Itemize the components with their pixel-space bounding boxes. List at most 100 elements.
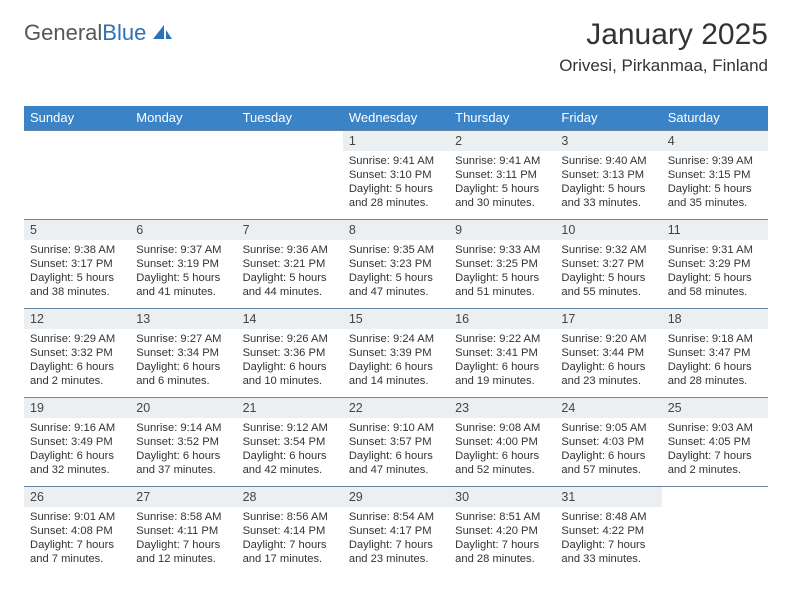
logo-sail-icon bbox=[153, 24, 173, 40]
calendar-day-cell bbox=[662, 487, 768, 575]
calendar-day-cell: 24Sunrise: 9:05 AMSunset: 4:03 PMDayligh… bbox=[555, 398, 661, 486]
day-d2: and 33 minutes. bbox=[561, 196, 655, 210]
calendar-day-cell: 2Sunrise: 9:41 AMSunset: 3:11 PMDaylight… bbox=[449, 131, 555, 219]
day-d2: and 47 minutes. bbox=[349, 463, 443, 477]
day-details: Sunrise: 9:26 AMSunset: 3:36 PMDaylight:… bbox=[237, 329, 343, 392]
calendar-day-cell: 19Sunrise: 9:16 AMSunset: 3:49 PMDayligh… bbox=[24, 398, 130, 486]
day-ss: Sunset: 4:00 PM bbox=[455, 435, 549, 449]
day-details: Sunrise: 8:56 AMSunset: 4:14 PMDaylight:… bbox=[237, 507, 343, 570]
day-details: Sunrise: 9:08 AMSunset: 4:00 PMDaylight:… bbox=[449, 418, 555, 481]
day-details: Sunrise: 9:39 AMSunset: 3:15 PMDaylight:… bbox=[662, 151, 768, 214]
weekday-header: Thursday bbox=[449, 106, 555, 130]
day-number: 17 bbox=[555, 309, 661, 329]
day-d1: Daylight: 7 hours bbox=[136, 538, 230, 552]
day-ss: Sunset: 3:17 PM bbox=[30, 257, 124, 271]
day-sr: Sunrise: 9:14 AM bbox=[136, 421, 230, 435]
day-ss: Sunset: 3:27 PM bbox=[561, 257, 655, 271]
day-number: 28 bbox=[237, 487, 343, 507]
weekday-header: Tuesday bbox=[237, 106, 343, 130]
day-sr: Sunrise: 9:41 AM bbox=[349, 154, 443, 168]
day-d2: and 55 minutes. bbox=[561, 285, 655, 299]
weekday-header-row: Sunday Monday Tuesday Wednesday Thursday… bbox=[24, 106, 768, 130]
day-details: Sunrise: 9:14 AMSunset: 3:52 PMDaylight:… bbox=[130, 418, 236, 481]
day-ss: Sunset: 3:49 PM bbox=[30, 435, 124, 449]
day-sr: Sunrise: 9:35 AM bbox=[349, 243, 443, 257]
calendar-day-cell: 21Sunrise: 9:12 AMSunset: 3:54 PMDayligh… bbox=[237, 398, 343, 486]
day-details: Sunrise: 9:31 AMSunset: 3:29 PMDaylight:… bbox=[662, 240, 768, 303]
day-details: Sunrise: 9:33 AMSunset: 3:25 PMDaylight:… bbox=[449, 240, 555, 303]
calendar-day-cell: 27Sunrise: 8:58 AMSunset: 4:11 PMDayligh… bbox=[130, 487, 236, 575]
day-number: 23 bbox=[449, 398, 555, 418]
day-d2: and 28 minutes. bbox=[455, 552, 549, 566]
day-sr: Sunrise: 9:36 AM bbox=[243, 243, 337, 257]
day-sr: Sunrise: 9:39 AM bbox=[668, 154, 762, 168]
day-number: 25 bbox=[662, 398, 768, 418]
day-d2: and 30 minutes. bbox=[455, 196, 549, 210]
day-details: Sunrise: 8:48 AMSunset: 4:22 PMDaylight:… bbox=[555, 507, 661, 570]
weekday-header: Saturday bbox=[662, 106, 768, 130]
day-sr: Sunrise: 8:54 AM bbox=[349, 510, 443, 524]
day-sr: Sunrise: 9:40 AM bbox=[561, 154, 655, 168]
day-d1: Daylight: 5 hours bbox=[349, 271, 443, 285]
calendar-day-cell: 5Sunrise: 9:38 AMSunset: 3:17 PMDaylight… bbox=[24, 220, 130, 308]
calendar-day-cell: 6Sunrise: 9:37 AMSunset: 3:19 PMDaylight… bbox=[130, 220, 236, 308]
day-d1: Daylight: 6 hours bbox=[243, 449, 337, 463]
day-details: Sunrise: 8:54 AMSunset: 4:17 PMDaylight:… bbox=[343, 507, 449, 570]
day-sr: Sunrise: 9:03 AM bbox=[668, 421, 762, 435]
day-ss: Sunset: 3:10 PM bbox=[349, 168, 443, 182]
day-ss: Sunset: 3:36 PM bbox=[243, 346, 337, 360]
weekday-header: Monday bbox=[130, 106, 236, 130]
day-number: 6 bbox=[130, 220, 236, 240]
day-d2: and 7 minutes. bbox=[30, 552, 124, 566]
day-d2: and 41 minutes. bbox=[136, 285, 230, 299]
day-number: 30 bbox=[449, 487, 555, 507]
calendar-day-cell: 31Sunrise: 8:48 AMSunset: 4:22 PMDayligh… bbox=[555, 487, 661, 575]
day-ss: Sunset: 3:52 PM bbox=[136, 435, 230, 449]
day-d1: Daylight: 6 hours bbox=[561, 360, 655, 374]
day-details: Sunrise: 9:16 AMSunset: 3:49 PMDaylight:… bbox=[24, 418, 130, 481]
day-sr: Sunrise: 9:10 AM bbox=[349, 421, 443, 435]
day-sr: Sunrise: 8:51 AM bbox=[455, 510, 549, 524]
calendar-day-cell: 10Sunrise: 9:32 AMSunset: 3:27 PMDayligh… bbox=[555, 220, 661, 308]
day-d1: Daylight: 5 hours bbox=[668, 182, 762, 196]
day-number: 14 bbox=[237, 309, 343, 329]
calendar-day-cell bbox=[130, 131, 236, 219]
day-d1: Daylight: 6 hours bbox=[455, 449, 549, 463]
day-sr: Sunrise: 9:29 AM bbox=[30, 332, 124, 346]
calendar-day-cell: 9Sunrise: 9:33 AMSunset: 3:25 PMDaylight… bbox=[449, 220, 555, 308]
calendar-day-cell: 13Sunrise: 9:27 AMSunset: 3:34 PMDayligh… bbox=[130, 309, 236, 397]
logo-text-blue: Blue bbox=[102, 20, 146, 45]
day-number: 13 bbox=[130, 309, 236, 329]
day-number: 24 bbox=[555, 398, 661, 418]
day-d2: and 12 minutes. bbox=[136, 552, 230, 566]
day-sr: Sunrise: 9:20 AM bbox=[561, 332, 655, 346]
day-d1: Daylight: 6 hours bbox=[349, 360, 443, 374]
day-d1: Daylight: 7 hours bbox=[349, 538, 443, 552]
day-ss: Sunset: 3:32 PM bbox=[30, 346, 124, 360]
day-sr: Sunrise: 9:08 AM bbox=[455, 421, 549, 435]
weekday-header: Wednesday bbox=[343, 106, 449, 130]
day-ss: Sunset: 3:23 PM bbox=[349, 257, 443, 271]
day-ss: Sunset: 4:22 PM bbox=[561, 524, 655, 538]
calendar-day-cell: 16Sunrise: 9:22 AMSunset: 3:41 PMDayligh… bbox=[449, 309, 555, 397]
day-number: 22 bbox=[343, 398, 449, 418]
day-sr: Sunrise: 9:33 AM bbox=[455, 243, 549, 257]
calendar-day-cell: 4Sunrise: 9:39 AMSunset: 3:15 PMDaylight… bbox=[662, 131, 768, 219]
day-sr: Sunrise: 9:41 AM bbox=[455, 154, 549, 168]
day-d2: and 23 minutes. bbox=[561, 374, 655, 388]
day-ss: Sunset: 3:21 PM bbox=[243, 257, 337, 271]
day-details: Sunrise: 9:12 AMSunset: 3:54 PMDaylight:… bbox=[237, 418, 343, 481]
day-sr: Sunrise: 9:16 AM bbox=[30, 421, 124, 435]
day-sr: Sunrise: 9:38 AM bbox=[30, 243, 124, 257]
day-number: 29 bbox=[343, 487, 449, 507]
day-ss: Sunset: 3:15 PM bbox=[668, 168, 762, 182]
calendar-day-cell: 30Sunrise: 8:51 AMSunset: 4:20 PMDayligh… bbox=[449, 487, 555, 575]
day-d1: Daylight: 6 hours bbox=[455, 360, 549, 374]
day-number: 1 bbox=[343, 131, 449, 151]
day-details: Sunrise: 9:05 AMSunset: 4:03 PMDaylight:… bbox=[555, 418, 661, 481]
day-details: Sunrise: 8:58 AMSunset: 4:11 PMDaylight:… bbox=[130, 507, 236, 570]
calendar-day-cell: 7Sunrise: 9:36 AMSunset: 3:21 PMDaylight… bbox=[237, 220, 343, 308]
day-number: 3 bbox=[555, 131, 661, 151]
calendar-day-cell: 26Sunrise: 9:01 AMSunset: 4:08 PMDayligh… bbox=[24, 487, 130, 575]
day-ss: Sunset: 3:34 PM bbox=[136, 346, 230, 360]
